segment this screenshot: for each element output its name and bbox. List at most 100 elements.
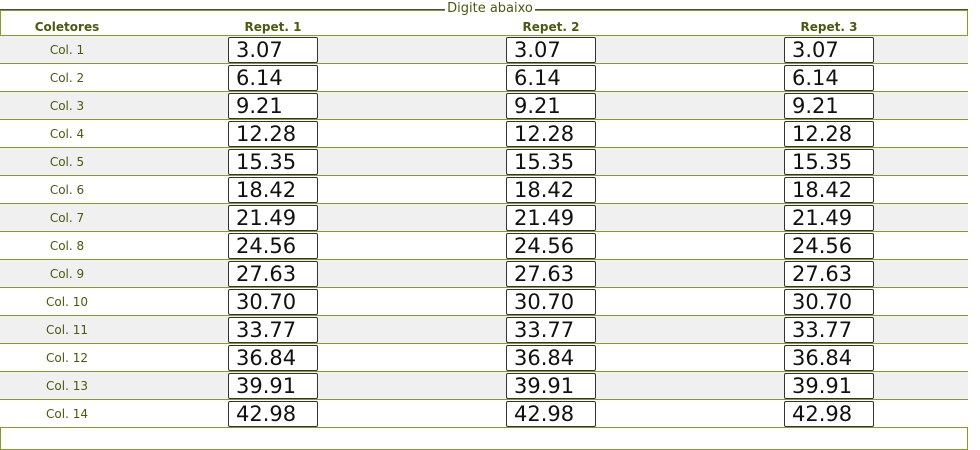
rep1-input[interactable] bbox=[228, 177, 318, 203]
collector-label: Col. 4 bbox=[0, 119, 134, 148]
collector-label: Col. 6 bbox=[0, 175, 134, 204]
collector-label: Col. 5 bbox=[0, 147, 134, 176]
rep1-input[interactable] bbox=[228, 205, 318, 231]
rep2-cell bbox=[412, 231, 690, 260]
collector-label: Col. 13 bbox=[0, 371, 134, 400]
rep2-cell bbox=[412, 203, 690, 232]
table-row: Col. 10 bbox=[0, 287, 968, 316]
rep3-cell bbox=[690, 399, 968, 428]
rep1-input[interactable] bbox=[228, 233, 318, 259]
rep1-cell bbox=[134, 119, 412, 148]
rep2-cell bbox=[412, 119, 690, 148]
rep3-input[interactable] bbox=[784, 65, 874, 91]
rep1-cell bbox=[134, 259, 412, 288]
rep1-input[interactable] bbox=[228, 317, 318, 343]
rep3-cell bbox=[690, 259, 968, 288]
rep2-input[interactable] bbox=[506, 345, 596, 371]
table-row: Col. 13 bbox=[0, 371, 968, 400]
rep3-input[interactable] bbox=[784, 177, 874, 203]
rep2-cell bbox=[412, 175, 690, 204]
rep1-cell bbox=[134, 287, 412, 316]
rep3-input[interactable] bbox=[784, 373, 874, 399]
rep1-input[interactable] bbox=[228, 289, 318, 315]
rep1-cell bbox=[134, 343, 412, 372]
rep2-cell bbox=[412, 371, 690, 400]
rep2-input[interactable] bbox=[506, 289, 596, 315]
rep1-cell bbox=[134, 175, 412, 204]
legend-text: Digite abaixo bbox=[445, 1, 535, 16]
rep2-input[interactable] bbox=[506, 373, 596, 399]
rep2-input[interactable] bbox=[506, 317, 596, 343]
table-row: Col. 4 bbox=[0, 119, 968, 148]
rep1-input[interactable] bbox=[228, 121, 318, 147]
rep3-input[interactable] bbox=[784, 401, 874, 427]
table-row: Col. 2 bbox=[0, 63, 968, 92]
rep2-input[interactable] bbox=[506, 177, 596, 203]
rep3-cell bbox=[690, 287, 968, 316]
rep2-input[interactable] bbox=[506, 233, 596, 259]
rep3-input[interactable] bbox=[784, 233, 874, 259]
rep1-input[interactable] bbox=[228, 37, 318, 63]
rep3-input[interactable] bbox=[784, 149, 874, 175]
rep2-cell bbox=[412, 315, 690, 344]
rep3-input[interactable] bbox=[784, 93, 874, 119]
header-row: Coletores Repet. 1 Repet. 2 Repet. 3 bbox=[0, 19, 968, 36]
rep2-input[interactable] bbox=[506, 65, 596, 91]
rep2-input[interactable] bbox=[506, 37, 596, 63]
collector-label: Col. 10 bbox=[0, 287, 134, 316]
rep2-input[interactable] bbox=[506, 121, 596, 147]
rep1-cell bbox=[134, 147, 412, 176]
rep1-cell bbox=[134, 231, 412, 260]
rep3-cell bbox=[690, 231, 968, 260]
rep3-cell bbox=[690, 91, 968, 120]
rep3-cell bbox=[690, 119, 968, 148]
table-row: Col. 14 bbox=[0, 399, 968, 428]
rep2-cell bbox=[412, 91, 690, 120]
rep1-cell bbox=[134, 371, 412, 400]
rep2-input[interactable] bbox=[506, 149, 596, 175]
rep3-input[interactable] bbox=[784, 289, 874, 315]
collector-label: Col. 9 bbox=[0, 259, 134, 288]
rep2-input[interactable] bbox=[506, 205, 596, 231]
rep3-input[interactable] bbox=[784, 345, 874, 371]
rep3-input[interactable] bbox=[784, 261, 874, 287]
rep3-input[interactable] bbox=[784, 121, 874, 147]
fieldset-legend: Digite abaixo bbox=[0, 1, 980, 17]
rep1-cell bbox=[134, 91, 412, 120]
table-row: Col. 1 bbox=[0, 35, 968, 64]
collectors-table: Coletores Repet. 1 Repet. 2 Repet. 3 Col… bbox=[0, 19, 968, 428]
rep1-input[interactable] bbox=[228, 65, 318, 91]
table-row: Col. 7 bbox=[0, 203, 968, 232]
rep1-cell bbox=[134, 315, 412, 344]
rep1-cell bbox=[134, 203, 412, 232]
rep1-input[interactable] bbox=[228, 93, 318, 119]
rep2-input[interactable] bbox=[506, 401, 596, 427]
rep2-cell bbox=[412, 63, 690, 92]
rep1-input[interactable] bbox=[228, 373, 318, 399]
rep2-input[interactable] bbox=[506, 261, 596, 287]
rep1-input[interactable] bbox=[228, 401, 318, 427]
rep3-input[interactable] bbox=[784, 205, 874, 231]
rep1-input[interactable] bbox=[228, 345, 318, 371]
table-row: Col. 3 bbox=[0, 91, 968, 120]
rep3-cell bbox=[690, 371, 968, 400]
rep2-cell bbox=[412, 399, 690, 428]
rep3-input[interactable] bbox=[784, 317, 874, 343]
rep2-input[interactable] bbox=[506, 93, 596, 119]
header-rep1: Repet. 1 bbox=[134, 19, 412, 36]
rep2-cell bbox=[412, 259, 690, 288]
rep3-input[interactable] bbox=[784, 37, 874, 63]
rep1-input[interactable] bbox=[228, 261, 318, 287]
table-row: Col. 8 bbox=[0, 231, 968, 260]
collector-label: Col. 11 bbox=[0, 315, 134, 344]
collector-label: Col. 7 bbox=[0, 203, 134, 232]
rep2-cell bbox=[412, 35, 690, 64]
rep2-cell bbox=[412, 147, 690, 176]
rep3-cell bbox=[690, 35, 968, 64]
collector-label: Col. 14 bbox=[0, 399, 134, 428]
header-collectors: Coletores bbox=[0, 19, 134, 36]
rep1-input[interactable] bbox=[228, 149, 318, 175]
table-row: Col. 6 bbox=[0, 175, 968, 204]
rep2-cell bbox=[412, 287, 690, 316]
